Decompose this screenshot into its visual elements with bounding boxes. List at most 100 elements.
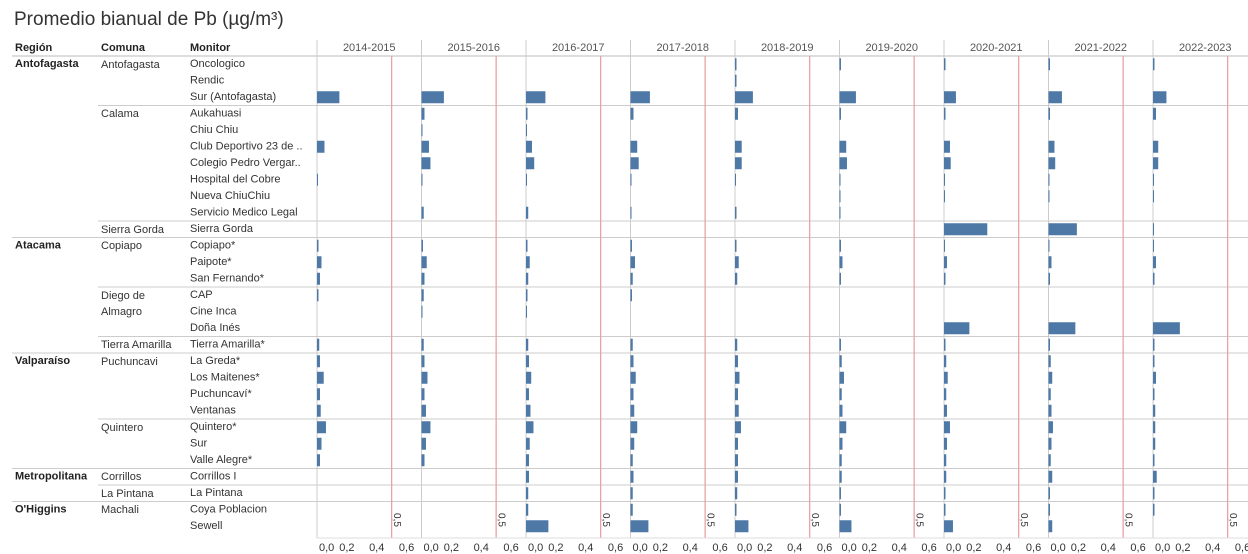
monitor-label: La Pintana [190, 487, 243, 499]
bar [735, 173, 736, 186]
comuna-label-box: La Pintana [101, 488, 154, 500]
bar [839, 338, 841, 351]
monitor-label: Rendic [190, 75, 225, 87]
bar [944, 503, 946, 516]
comuna-label: Calama [101, 108, 139, 120]
bar [1048, 107, 1050, 120]
bar [839, 272, 841, 285]
bar [839, 437, 843, 450]
bar [526, 305, 527, 318]
reference-label: 0,5 [496, 513, 507, 527]
bar [421, 305, 423, 318]
bar [1153, 371, 1156, 384]
comuna-label: Antofagasta [101, 58, 160, 71]
bar [944, 322, 970, 335]
bar [630, 388, 634, 401]
panel-header: 2020-2021 [970, 42, 1023, 54]
bar [1153, 388, 1155, 401]
bar [1153, 239, 1154, 252]
bar [944, 470, 947, 483]
x-tick-label: 0,4 [892, 542, 907, 554]
monitor-label: Hospital del Cobre [190, 174, 281, 186]
monitor-label: Nueva ChiuChiu [190, 190, 270, 202]
bar [1153, 355, 1155, 368]
bar [735, 520, 749, 533]
bar [735, 157, 742, 170]
bar [944, 91, 956, 104]
bar [1048, 371, 1053, 384]
bar [1048, 355, 1051, 368]
bar [735, 91, 753, 104]
bar [421, 124, 423, 137]
bar [944, 223, 988, 236]
reference-label: 0,5 [809, 513, 820, 527]
bar [944, 454, 947, 467]
comuna-label-box: Antofagasta [101, 58, 160, 71]
bar [1048, 520, 1053, 533]
bar [1153, 404, 1156, 417]
bar [839, 190, 841, 203]
bar [1153, 91, 1167, 104]
bar [526, 470, 529, 483]
x-tick-label: 0,6 [921, 542, 936, 554]
comuna-label-box: Quintero [101, 421, 144, 434]
bar [421, 289, 424, 302]
bar [839, 256, 843, 269]
bar [1048, 239, 1050, 252]
bar [526, 487, 529, 500]
reference-label: 0,5 [600, 513, 611, 527]
bar [630, 487, 633, 500]
bar [944, 421, 950, 434]
bar [839, 371, 844, 384]
monitor-label: Tierra Amarilla* [190, 339, 265, 351]
monitor-label: Sierra Gorda [190, 223, 254, 235]
bar [526, 289, 528, 302]
panel-header: 2021-2022 [1074, 42, 1127, 54]
bar [1153, 322, 1180, 335]
monitor-label: Paipote* [190, 256, 232, 268]
bar [1048, 190, 1050, 203]
bar [735, 272, 738, 285]
comuna-label: Quintero [101, 421, 144, 434]
bar [1153, 272, 1155, 285]
bar [735, 355, 738, 368]
bar [1048, 437, 1052, 450]
bar [1153, 421, 1156, 434]
bar [735, 140, 742, 153]
bar [1048, 503, 1050, 516]
bar [1048, 322, 1076, 335]
panel-header: 2018-2019 [761, 42, 814, 54]
bar [526, 421, 534, 434]
bar [421, 239, 423, 252]
bar [317, 256, 322, 269]
bar [526, 107, 528, 120]
bar [1153, 503, 1155, 516]
reference-label: 0,5 [1227, 513, 1238, 527]
comuna-label: Machali [101, 504, 139, 516]
x-tick-label: 0,6 [1026, 542, 1041, 554]
x-tick-label: 0,6 [503, 542, 518, 554]
bar [317, 404, 321, 417]
bar [1048, 173, 1050, 186]
x-tick-label: 0,2 [444, 542, 459, 554]
bar [317, 289, 319, 302]
bar [630, 206, 632, 219]
monitor-label: Sur [190, 438, 207, 450]
bar [839, 355, 842, 368]
x-tick-label: 0,4 [787, 542, 802, 554]
bar [1153, 140, 1159, 153]
bar [317, 239, 319, 252]
bar [526, 157, 535, 170]
bar [1048, 454, 1051, 467]
x-tick-label: 0,2 [1071, 542, 1086, 554]
bar [317, 388, 320, 401]
reference-label: 0,5 [391, 513, 402, 527]
monitor-label: Chiu Chiu [190, 124, 238, 136]
bar [421, 404, 426, 417]
bar [526, 388, 529, 401]
bar [944, 520, 953, 533]
bar [630, 107, 634, 120]
bar [421, 388, 425, 401]
reference-label: 0,5 [914, 513, 925, 527]
x-tick-label: 0,4 [1205, 542, 1220, 554]
